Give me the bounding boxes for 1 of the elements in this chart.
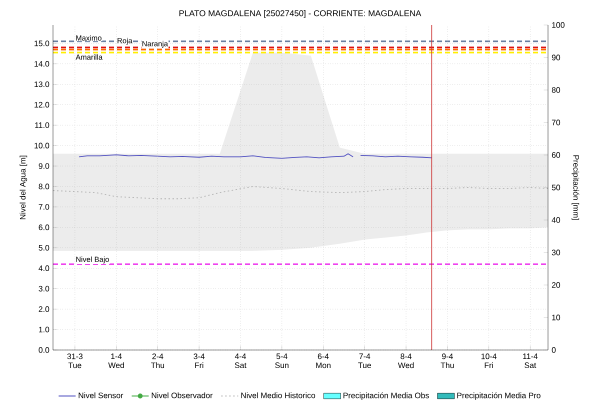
chart-title: PLATO MAGDALENA [25027450] - CORRIENTE: MAGDALENA [179, 10, 422, 18]
